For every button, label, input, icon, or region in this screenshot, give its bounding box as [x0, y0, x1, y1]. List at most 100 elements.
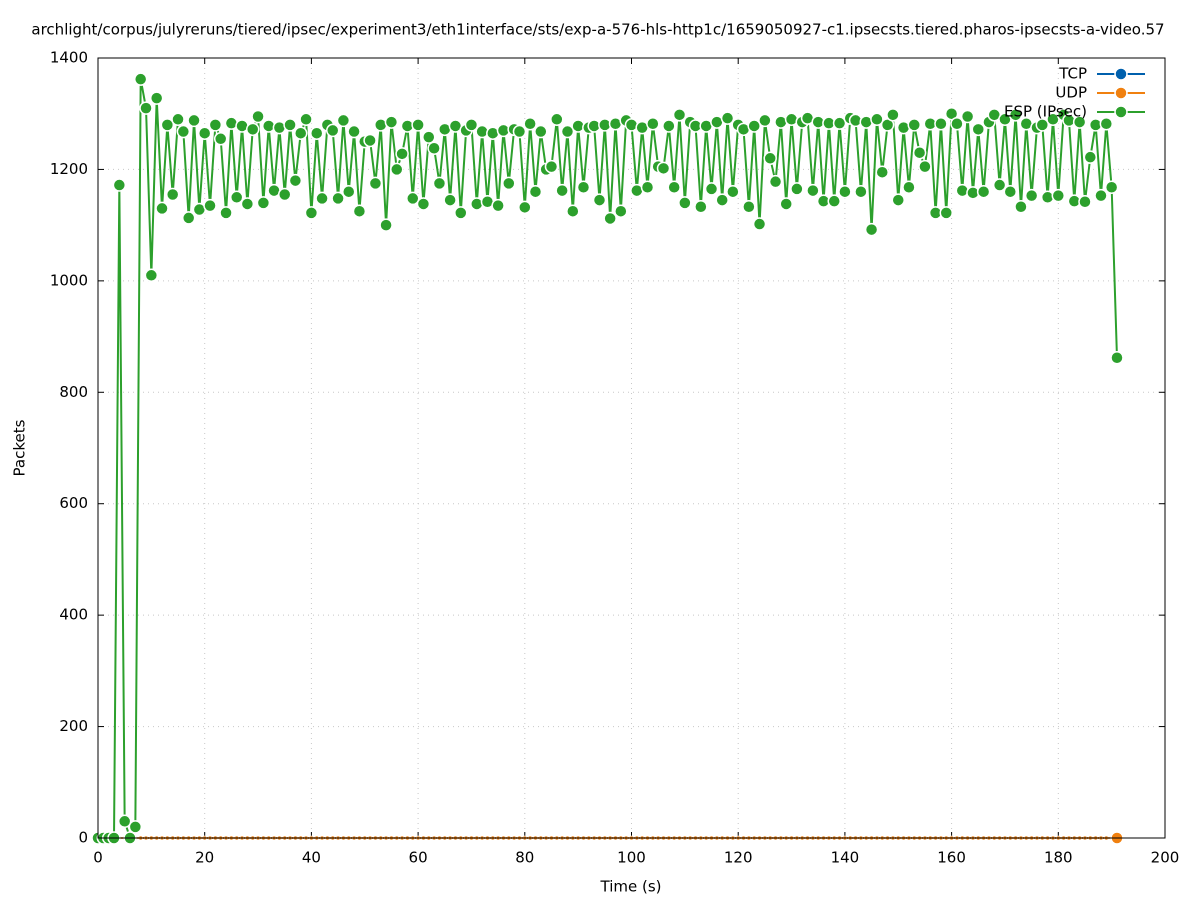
data-point [203, 198, 217, 213]
data-point [955, 183, 970, 198]
data-point [854, 184, 868, 199]
x-tick-label: 160 [937, 849, 966, 867]
y-tick-label: 600 [59, 494, 88, 512]
data-point [325, 123, 340, 138]
data-point [790, 182, 804, 196]
data-point [907, 118, 922, 132]
data-point [662, 119, 676, 133]
data-point [1051, 188, 1066, 203]
data-point [1024, 188, 1039, 203]
data-point [960, 109, 975, 124]
data-point [208, 118, 223, 132]
data-point [715, 193, 729, 207]
data-point [181, 211, 196, 225]
y-tick-label: 800 [59, 383, 88, 401]
data-point [528, 184, 543, 199]
data-point [678, 196, 692, 210]
y-tick-label: 400 [59, 606, 88, 624]
data-point [512, 124, 527, 139]
data-point [768, 174, 783, 189]
data-point [694, 200, 708, 214]
y-axis-label: Packets [11, 419, 29, 476]
data-point [891, 193, 905, 207]
legend-label: UDP [1055, 84, 1087, 102]
data-point [870, 112, 884, 127]
data-point [518, 200, 532, 215]
y-tick-label: 0 [78, 829, 88, 847]
data-point [864, 222, 879, 237]
data-point [309, 126, 324, 140]
data-point [240, 197, 255, 211]
x-tick-label: 20 [195, 849, 214, 867]
legend-label: TCP [1058, 65, 1087, 83]
x-tick-label: 60 [409, 849, 428, 867]
x-tick-label: 140 [831, 849, 860, 867]
data-point [566, 204, 580, 218]
data-point [779, 197, 793, 211]
series-line [98, 78, 1118, 841]
data-point [763, 151, 777, 166]
data-point [614, 204, 628, 218]
data-point [432, 176, 447, 191]
plot [91, 72, 1124, 845]
data-point [406, 191, 420, 206]
data-point [976, 184, 991, 199]
data-point [576, 180, 591, 195]
data-point [656, 161, 671, 176]
data-point [427, 141, 441, 156]
data-point [827, 194, 841, 208]
data-point [117, 814, 132, 829]
data-point [971, 122, 986, 137]
data-point [550, 112, 564, 127]
data-point [502, 176, 516, 191]
data-point [336, 113, 351, 128]
data-point [363, 133, 377, 148]
x-tick-label: 0 [93, 849, 103, 867]
data-point [299, 112, 313, 127]
data-point [747, 119, 761, 133]
y-tick-label: 1400 [50, 49, 88, 67]
data-point [1008, 108, 1023, 122]
chart-title: archlight/corpus/julyreruns/tiered/ipsec… [31, 21, 1164, 39]
data-point [171, 112, 185, 127]
plot-frame [97, 57, 1166, 839]
data-point [560, 124, 575, 139]
data-point [603, 211, 617, 226]
data-point [347, 124, 361, 139]
data-point [726, 184, 740, 199]
data-point [283, 118, 297, 132]
x-axis-label: Time (s) [600, 878, 662, 896]
data-point [672, 108, 687, 122]
data-point [454, 206, 468, 220]
legend-label: ESP (IPsec) [1004, 103, 1087, 121]
data-point [155, 201, 169, 216]
legend-marker [1114, 86, 1128, 100]
data-point [742, 200, 756, 214]
x-tick-label: 100 [617, 849, 646, 867]
data-point [422, 130, 436, 144]
data-point [315, 191, 329, 206]
data-point [555, 183, 569, 198]
x-tick-label: 180 [1044, 849, 1073, 867]
data-point [464, 118, 479, 132]
data-point [992, 178, 1007, 192]
data-point [491, 198, 505, 213]
data-point [213, 132, 228, 146]
data-point [1083, 150, 1098, 164]
data-point [875, 165, 889, 179]
data-point [1072, 115, 1087, 129]
data-point [806, 183, 820, 198]
y-tick-label: 200 [59, 717, 88, 735]
data-point [1014, 200, 1028, 214]
data-point [934, 116, 948, 131]
data-point [544, 159, 559, 174]
data-point [646, 116, 660, 131]
y-tick-label: 1200 [50, 160, 88, 178]
data-point [667, 180, 681, 195]
data-point [128, 820, 143, 834]
data-point [256, 196, 271, 210]
data-point [912, 145, 927, 160]
